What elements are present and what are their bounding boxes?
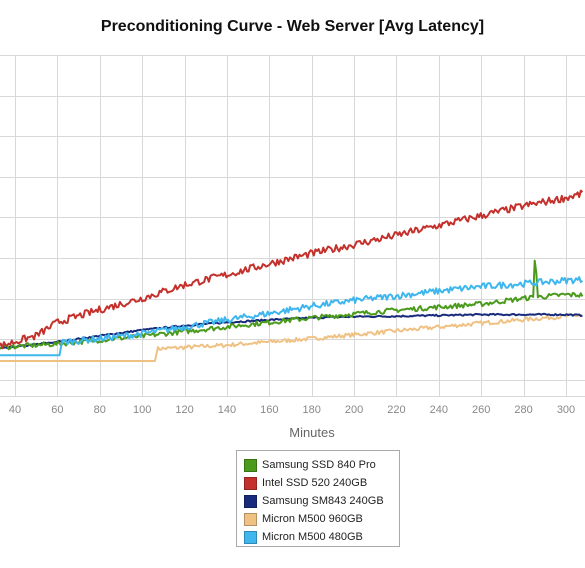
series-line-intel-ssd-520-240gb: [0, 189, 584, 350]
legend-item: Intel SSD 520 240GB: [244, 474, 399, 492]
gridlines: [0, 55, 585, 397]
legend-item: Micron M500 480GB: [244, 528, 399, 546]
legend-label: Samsung SSD 840 Pro: [262, 459, 376, 471]
x-tick-label: 300: [557, 404, 575, 416]
x-tick-label: 200: [345, 404, 363, 416]
series-line-micron-m500-480gb: [0, 276, 584, 357]
chart-title: Preconditioning Curve - Web Server [Avg …: [100, 18, 485, 35]
legend-swatch: [244, 476, 257, 490]
legend-label: Intel SSD 520 240GB: [262, 477, 368, 489]
x-tick-label: 160: [260, 404, 278, 416]
legend-label: Micron M500 960GB: [262, 513, 363, 525]
legend-swatch: [244, 530, 257, 544]
x-tick-label: 120: [175, 404, 193, 416]
legend-label: Samsung SM843 240GB: [262, 495, 384, 507]
legend: Samsung SSD 840 Pro Intel SSD 520 240GB Sa…: [236, 450, 400, 547]
series-line-samsung-ssd-840-pro: [0, 259, 584, 351]
x-tick-label: 240: [430, 404, 448, 416]
legend-item: Samsung SM843 240GB: [244, 492, 399, 510]
legend-item: Samsung SSD 840 Pro: [244, 456, 399, 474]
x-axis-title: Minutes: [289, 425, 335, 440]
legend-item: Micron M500 960GB: [244, 510, 399, 528]
x-tick-label: 180: [303, 404, 321, 416]
x-axis-ticks: 40 60 80 100 120 140 160 180 200 220 240 260 280 300: [9, 404, 575, 416]
x-tick-label: 140: [218, 404, 236, 416]
series-line-micron-m500-960gb: [0, 313, 583, 362]
x-tick-label: 220: [387, 404, 405, 416]
x-tick-label: 80: [94, 404, 106, 416]
legend-swatch: [244, 512, 257, 526]
x-tick-label: 280: [514, 404, 532, 416]
legend-label: Micron M500 480GB: [262, 531, 363, 543]
x-tick-label: 260: [472, 404, 490, 416]
legend-swatch: [244, 458, 257, 472]
series-lines: [0, 189, 584, 362]
legend-swatch: [244, 494, 257, 508]
x-tick-label: 60: [51, 404, 63, 416]
x-tick-label: 40: [9, 404, 21, 416]
x-tick-label: 100: [133, 404, 151, 416]
